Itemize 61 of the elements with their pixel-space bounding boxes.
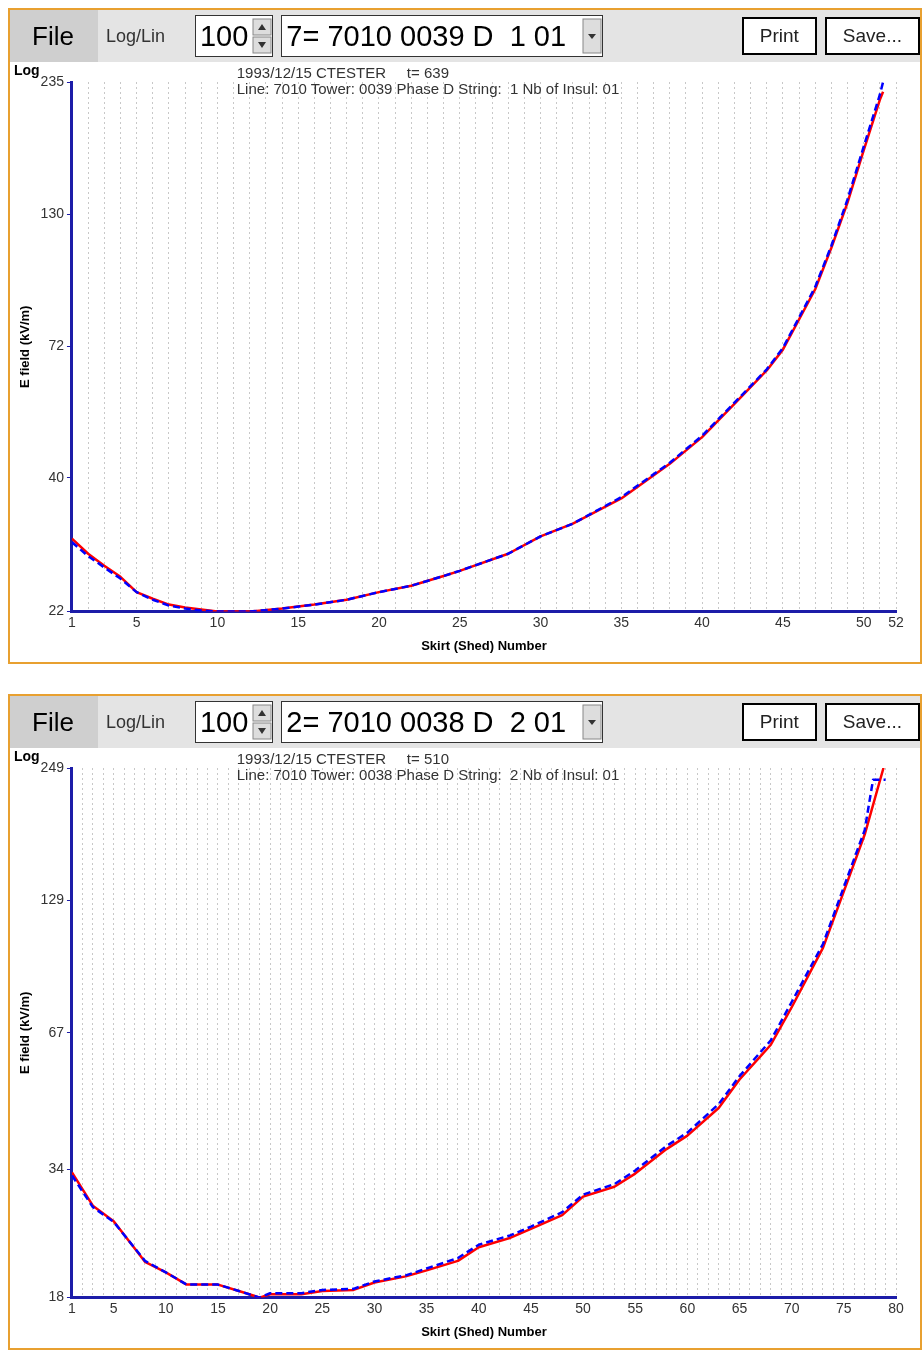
chart-title: 1993/12/15 CTESTER t= 639 <box>236 63 449 81</box>
x-tick-label: 80 <box>888 1299 904 1316</box>
text: Print <box>741 703 817 741</box>
text: Log <box>14 747 40 764</box>
text: File <box>10 696 98 748</box>
x-tick-label: 35 <box>418 1299 435 1316</box>
x-tick-label: 35 <box>613 613 630 630</box>
x-tick-label: 1 <box>68 1299 77 1316</box>
y-tick-label: 18 <box>48 1288 65 1305</box>
x-tick-label: 20 <box>371 613 387 630</box>
x-tick-label: 25 <box>451 613 468 630</box>
x-tick-label: 30 <box>366 1299 383 1316</box>
x-tick-label: 10 <box>209 613 226 630</box>
x-tick-label: 40 <box>470 1299 487 1316</box>
y-tick-label: 22 <box>48 602 65 619</box>
x-tick-label: 1 <box>68 613 77 630</box>
text: Log/Lin <box>105 25 165 47</box>
x-tick-label: 10 <box>158 1299 174 1316</box>
y-tick-label: 249 <box>40 758 65 775</box>
text: File <box>10 10 98 62</box>
y-tick-label: 40 <box>48 468 65 485</box>
x-tick-label: 5 <box>109 1299 118 1316</box>
x-tick-label: 25 <box>314 1299 331 1316</box>
x-tick-label: 20 <box>262 1299 279 1316</box>
x-tick-label: 70 <box>783 1299 800 1316</box>
y-tick-label: 130 <box>40 205 65 222</box>
y-tick-label: 34 <box>48 1160 65 1177</box>
text: 100 <box>198 19 250 53</box>
chart-title: 1993/12/15 CTESTER t= 510 <box>236 749 449 767</box>
y-axis-title: E field (kV/m) <box>17 305 33 388</box>
x-tick-label: 40 <box>694 613 711 630</box>
text: Log <box>14 61 40 78</box>
text: 100 <box>198 705 250 739</box>
text: 2= 7010 0038 D 2 01 <box>285 705 568 739</box>
x-tick-label: 52 <box>888 613 904 630</box>
x-axis-title: Skirt (Shed) Number <box>421 1323 547 1339</box>
x-tick-label: 15 <box>210 1299 226 1316</box>
text: Save... <box>824 17 920 55</box>
text: Save... <box>824 703 920 741</box>
x-tick-label: 45 <box>775 613 791 630</box>
x-tick-label: 50 <box>575 1299 592 1316</box>
x-tick-label: 30 <box>532 613 549 630</box>
chart-subtitle: Line: 7010 Tower: 0039 Phase D String: 1 Nb of Insul: 01 <box>236 79 620 97</box>
text: Log/Lin <box>105 711 165 733</box>
y-tick-label: 72 <box>48 337 65 354</box>
text: 7= 7010 0039 D 1 01 <box>285 19 568 53</box>
y-tick-label: 129 <box>40 891 65 908</box>
x-tick-label: 55 <box>627 1299 644 1316</box>
x-axis-title: Skirt (Shed) Number <box>421 637 547 653</box>
y-tick-label: 67 <box>48 1023 65 1040</box>
text: Print <box>741 17 817 55</box>
x-tick-label: 5 <box>132 613 141 630</box>
chart-subtitle: Line: 7010 Tower: 0038 Phase D String: 2 Nb of Insul: 01 <box>236 765 620 783</box>
x-tick-label: 45 <box>523 1299 539 1316</box>
y-tick-label: 235 <box>40 72 65 89</box>
y-axis-title: E field (kV/m) <box>17 991 33 1074</box>
x-tick-label: 50 <box>855 613 872 630</box>
x-tick-label: 75 <box>836 1299 852 1316</box>
x-tick-label: 65 <box>731 1299 748 1316</box>
x-tick-label: 60 <box>679 1299 696 1316</box>
x-tick-label: 15 <box>290 613 307 630</box>
